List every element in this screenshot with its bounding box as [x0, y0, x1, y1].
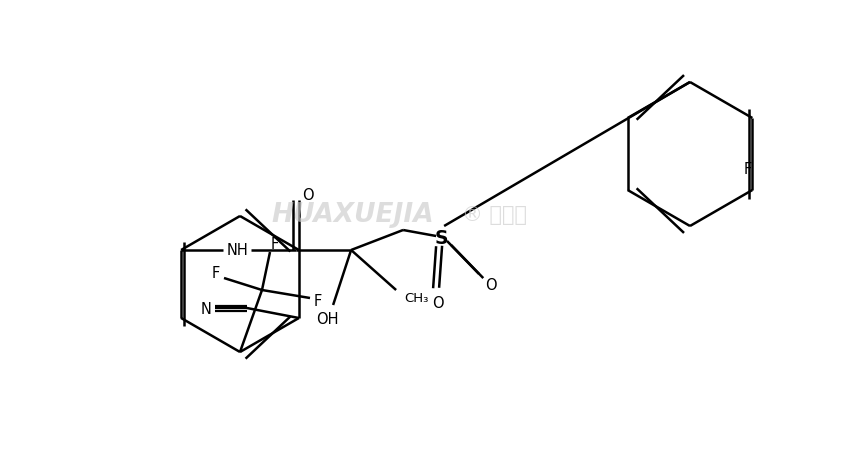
Text: F: F [271, 237, 279, 252]
Text: O: O [485, 277, 497, 292]
Text: CH₃: CH₃ [404, 292, 429, 305]
Text: F: F [212, 266, 220, 281]
Text: F: F [314, 293, 322, 308]
Text: S: S [435, 229, 448, 248]
Text: O: O [302, 188, 314, 203]
Text: O: O [432, 295, 444, 310]
Text: HUAXUEJIA: HUAXUEJIA [271, 201, 435, 227]
Text: ® 化学加: ® 化学加 [462, 205, 527, 225]
Text: N: N [200, 301, 211, 316]
Text: F: F [743, 161, 752, 176]
Text: NH: NH [226, 243, 248, 258]
Text: OH: OH [316, 312, 338, 327]
